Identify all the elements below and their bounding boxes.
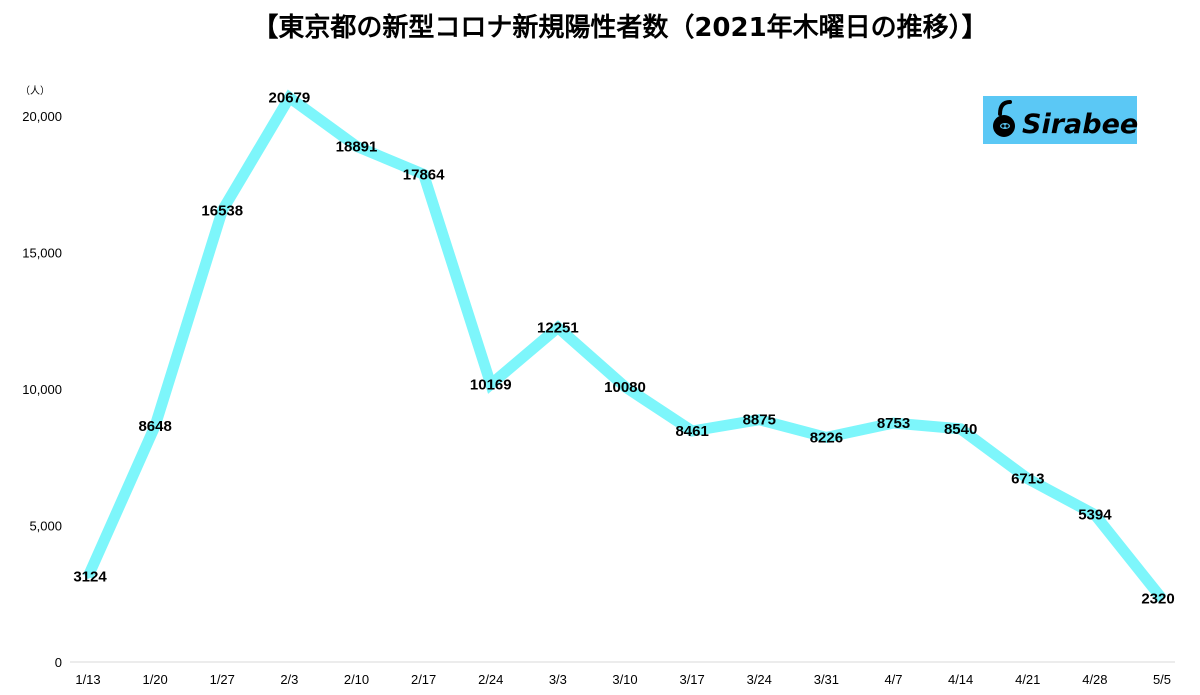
y-tick-label: 0 xyxy=(55,655,62,670)
x-tick-label: 2/17 xyxy=(411,672,436,687)
x-tick-label: 2/3 xyxy=(280,672,298,687)
data-point xyxy=(220,208,225,213)
x-tick-label: 4/14 xyxy=(948,672,973,687)
x-tick-label: 4/21 xyxy=(1015,672,1040,687)
data-label: 8648 xyxy=(138,418,171,435)
data-label: 20679 xyxy=(269,89,311,106)
y-tick-label: 10,000 xyxy=(22,382,62,397)
data-point xyxy=(555,325,560,330)
series-line-group xyxy=(82,89,1167,603)
x-tick-label: 3/17 xyxy=(679,672,704,687)
data-point xyxy=(891,421,896,426)
sirabee-logo-icon xyxy=(993,100,1015,137)
data-label: 18891 xyxy=(336,138,378,155)
data-point xyxy=(86,574,90,579)
y-tick-label: 20,000 xyxy=(22,109,62,124)
x-tick-label: 4/7 xyxy=(884,672,902,687)
data-label: 8875 xyxy=(743,412,776,429)
x-tick-label: 2/24 xyxy=(478,672,503,687)
series-line xyxy=(82,89,1167,603)
data-point xyxy=(421,172,426,177)
data-point xyxy=(287,95,292,100)
x-tick-label: 3/31 xyxy=(814,672,839,687)
data-label: 8753 xyxy=(877,415,910,432)
y-axis-ticks: 0 5,000 10,000 15,000 20,000 xyxy=(22,109,62,670)
x-tick-label: 4/28 xyxy=(1082,672,1107,687)
data-label: 16538 xyxy=(201,203,243,220)
data-point xyxy=(623,384,627,389)
data-point xyxy=(1025,476,1030,481)
data-point xyxy=(1160,596,1164,601)
data-point xyxy=(824,435,829,440)
data-point xyxy=(1092,512,1097,517)
sirabee-logo: Sirabee xyxy=(983,96,1138,144)
y-tick-label: 5,000 xyxy=(29,519,62,534)
y-tick-label: 15,000 xyxy=(22,246,62,261)
data-label: 17864 xyxy=(403,166,445,183)
data-label: 10080 xyxy=(604,379,646,396)
x-tick-label: 2/10 xyxy=(344,672,369,687)
data-point xyxy=(690,429,695,434)
x-tick-label: 3/24 xyxy=(747,672,772,687)
chart-title: 【東京都の新型コロナ新規陽性者数（2021年木曜日の推移）】 xyxy=(252,12,987,43)
x-tick-label: 1/20 xyxy=(142,672,167,687)
data-point xyxy=(958,426,963,431)
x-axis-ticks: 1/13 1/20 1/27 2/3 2/10 2/17 2/24 3/3 3/10 3/17 3/… xyxy=(75,672,1171,687)
data-point xyxy=(153,423,158,428)
data-label: 6713 xyxy=(1011,471,1044,488)
data-label: 5394 xyxy=(1078,507,1112,524)
x-tick-label: 1/27 xyxy=(210,672,235,687)
data-point xyxy=(488,382,493,387)
x-tick-label: 5/5 xyxy=(1153,672,1171,687)
x-tick-label: 3/3 xyxy=(549,672,567,687)
data-label: 12251 xyxy=(537,320,579,337)
data-label: 8461 xyxy=(675,423,708,440)
data-point xyxy=(757,417,762,422)
logo-text: Sirabee xyxy=(1022,109,1138,140)
data-labels: 3124 8648 16538 20679 18891 17864 10169 12251 10… xyxy=(73,89,1174,607)
data-label: 3124 xyxy=(73,569,107,586)
x-tick-label: 3/10 xyxy=(612,672,637,687)
data-point xyxy=(354,144,359,149)
data-label: 10169 xyxy=(470,376,512,393)
y-axis-unit-label: （人） xyxy=(20,85,50,97)
data-label: 2320 xyxy=(1141,591,1174,608)
data-label: 8226 xyxy=(810,429,843,446)
x-tick-label: 1/13 xyxy=(75,672,100,687)
data-label: 8540 xyxy=(944,421,977,438)
